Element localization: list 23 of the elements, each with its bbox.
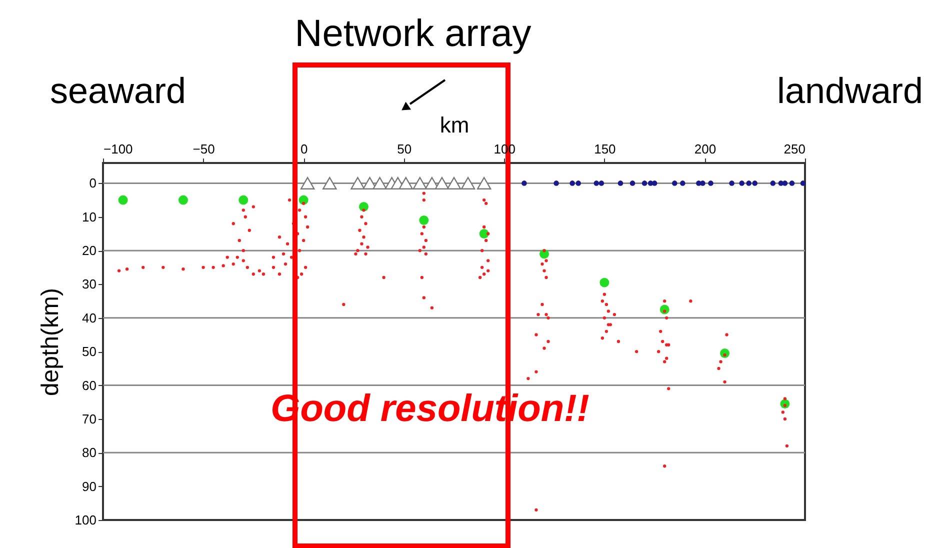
- x-tick-label: 200: [694, 142, 716, 156]
- y-axis-title: depth(km): [36, 288, 64, 396]
- x-tick-label: −100: [104, 142, 133, 156]
- y-tick-label: 10: [82, 209, 96, 224]
- y-tick-label: 0: [89, 176, 96, 191]
- chart-title: Network array: [294, 13, 532, 55]
- x-tick-label: 150: [594, 142, 616, 156]
- text: seaward: [50, 70, 186, 111]
- x-tick-label: 250: [784, 142, 806, 156]
- y-tick-label: 60: [82, 378, 96, 393]
- y-tick-label: 50: [82, 344, 96, 360]
- y-tick-label: 100: [74, 512, 96, 528]
- y-tick-label: 90: [82, 478, 96, 494]
- y-tick-label: 80: [82, 445, 96, 460]
- x-tick-label: 50: [397, 142, 412, 156]
- text: landward: [776, 70, 924, 111]
- x-axis-title: km: [440, 112, 470, 138]
- y-tick-label: 20: [82, 243, 96, 258]
- y-tick-label: 30: [82, 276, 96, 292]
- y-tick-label: 70: [82, 411, 96, 426]
- x-tick-label: −50: [192, 142, 215, 156]
- x-tick-label: 0: [300, 142, 308, 156]
- y-tick-label: 40: [82, 310, 96, 326]
